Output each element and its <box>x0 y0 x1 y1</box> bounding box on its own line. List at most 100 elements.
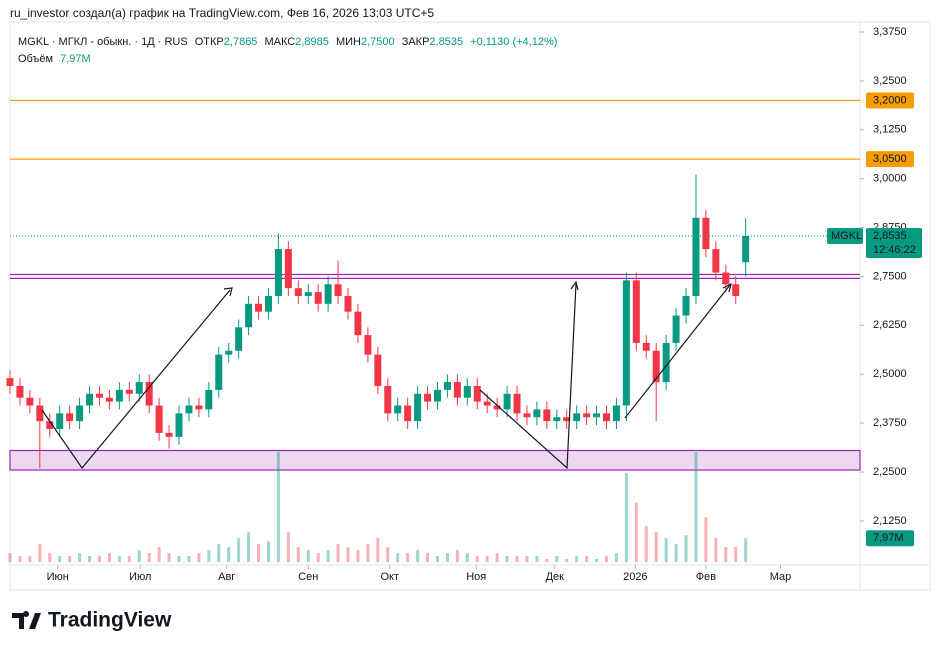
volume-bar <box>426 553 430 562</box>
volume-bar <box>247 532 251 562</box>
volume-bar <box>286 532 290 562</box>
x-tick-label: Ноя <box>466 571 486 583</box>
y-tick-label: 3,0000 <box>873 173 907 185</box>
legend: MGKL · МГКЛ - обыкн. · 1Д · RUS ОТКР2,78… <box>18 36 557 48</box>
volume-bar <box>28 556 32 562</box>
volume-bar <box>495 553 499 562</box>
volume-bar <box>326 550 330 562</box>
candle-body <box>255 303 263 312</box>
logo-text: TradingView <box>48 609 172 632</box>
candle-body <box>692 217 700 297</box>
y-tick-label: 2,3750 <box>873 417 907 429</box>
volume-bar <box>535 556 539 562</box>
candle-body <box>344 296 352 312</box>
candle-body <box>642 342 650 351</box>
volume-label: 7,97M <box>873 532 904 544</box>
candle-body <box>712 249 720 273</box>
y-tick-label: 2,6250 <box>873 319 907 331</box>
legend-label: ОТКР <box>195 36 224 48</box>
timer-label: 12:46:22 <box>873 244 916 256</box>
candle-body <box>165 432 173 437</box>
volume-bar <box>664 538 668 562</box>
volume-bar <box>147 553 151 562</box>
candle-body <box>374 354 382 386</box>
volume-bar <box>734 547 738 562</box>
candle-body <box>622 280 630 406</box>
price-label: 2,8535 <box>873 230 907 242</box>
volume-bar <box>276 452 280 562</box>
volume-bar <box>137 550 141 562</box>
candle-body <box>513 393 521 414</box>
legend-symbol: MGKL · МГКЛ - обыкн. · 1Д · RUS <box>18 36 188 48</box>
volume-bar <box>445 553 449 562</box>
level-label: 3,0500 <box>873 153 907 165</box>
y-tick-label: 3,1250 <box>873 124 907 136</box>
volume-bar <box>585 556 589 562</box>
support-zone <box>9 449 861 471</box>
legend-value: 2,8985 <box>295 36 329 48</box>
candle-body <box>264 296 272 312</box>
y-tick-label: 3,3750 <box>873 26 907 38</box>
volume-bar <box>644 526 648 562</box>
x-tick-label: Июл <box>129 571 151 583</box>
x-tick-label: Дек <box>546 571 565 583</box>
volume-bar <box>595 559 599 562</box>
candle-body <box>563 417 571 422</box>
candle-body <box>245 303 253 328</box>
y-tick-label: 2,1250 <box>873 515 907 527</box>
candle-body <box>414 393 422 422</box>
candle-body <box>95 393 103 398</box>
price-badge <box>866 227 922 258</box>
candle-body <box>473 385 481 402</box>
candle-body <box>443 382 451 390</box>
candle-body <box>682 296 690 316</box>
volume-bar <box>217 544 221 562</box>
volume-bar <box>38 544 42 562</box>
logo: TradingView <box>12 609 172 632</box>
symbol-badge <box>827 227 863 244</box>
volume-bar <box>18 556 22 562</box>
candle-body <box>46 421 54 429</box>
volume-bar <box>515 556 519 562</box>
volume-bar <box>475 556 479 562</box>
candle-body <box>463 385 471 398</box>
candle-body <box>503 393 511 410</box>
level-badge <box>866 92 914 109</box>
candle-body <box>195 405 203 410</box>
candle-body <box>115 389 123 402</box>
volume-bar <box>505 556 509 562</box>
x-tick-label: Мар <box>770 571 792 583</box>
volume-bar <box>237 538 241 562</box>
candle-body <box>16 385 24 398</box>
candle-body <box>135 382 143 394</box>
volume-bar <box>614 553 618 562</box>
volume-bar <box>604 556 608 562</box>
volume-bar <box>117 556 121 562</box>
candle-body <box>105 397 113 402</box>
volume-bar <box>674 544 678 562</box>
volume-bar <box>634 502 638 562</box>
volume-bar <box>386 547 390 562</box>
candle-body <box>662 342 670 383</box>
candle-body <box>493 405 501 410</box>
candle-body <box>145 382 153 406</box>
volume-bar <box>416 550 420 562</box>
legend-label: Объём <box>18 53 53 65</box>
candle-body <box>483 401 491 406</box>
arrow-head <box>223 287 233 297</box>
candle-body <box>384 385 392 414</box>
volume-bar <box>575 556 579 562</box>
volume-bar <box>68 556 72 562</box>
volume-bar <box>127 556 131 562</box>
candle-body <box>573 413 581 422</box>
legend-label: МАКС <box>265 36 296 48</box>
volume-bar <box>624 472 628 562</box>
candle-body <box>553 417 561 422</box>
volume-bar <box>107 553 111 562</box>
arrow <box>570 280 579 291</box>
x-tick-label: Окт <box>381 571 400 583</box>
x-tick-label: Фев <box>696 571 716 583</box>
volume-bar <box>88 556 92 562</box>
y-tick-label: 2,2500 <box>873 466 907 478</box>
legend-value: 2,7865 <box>224 36 258 48</box>
